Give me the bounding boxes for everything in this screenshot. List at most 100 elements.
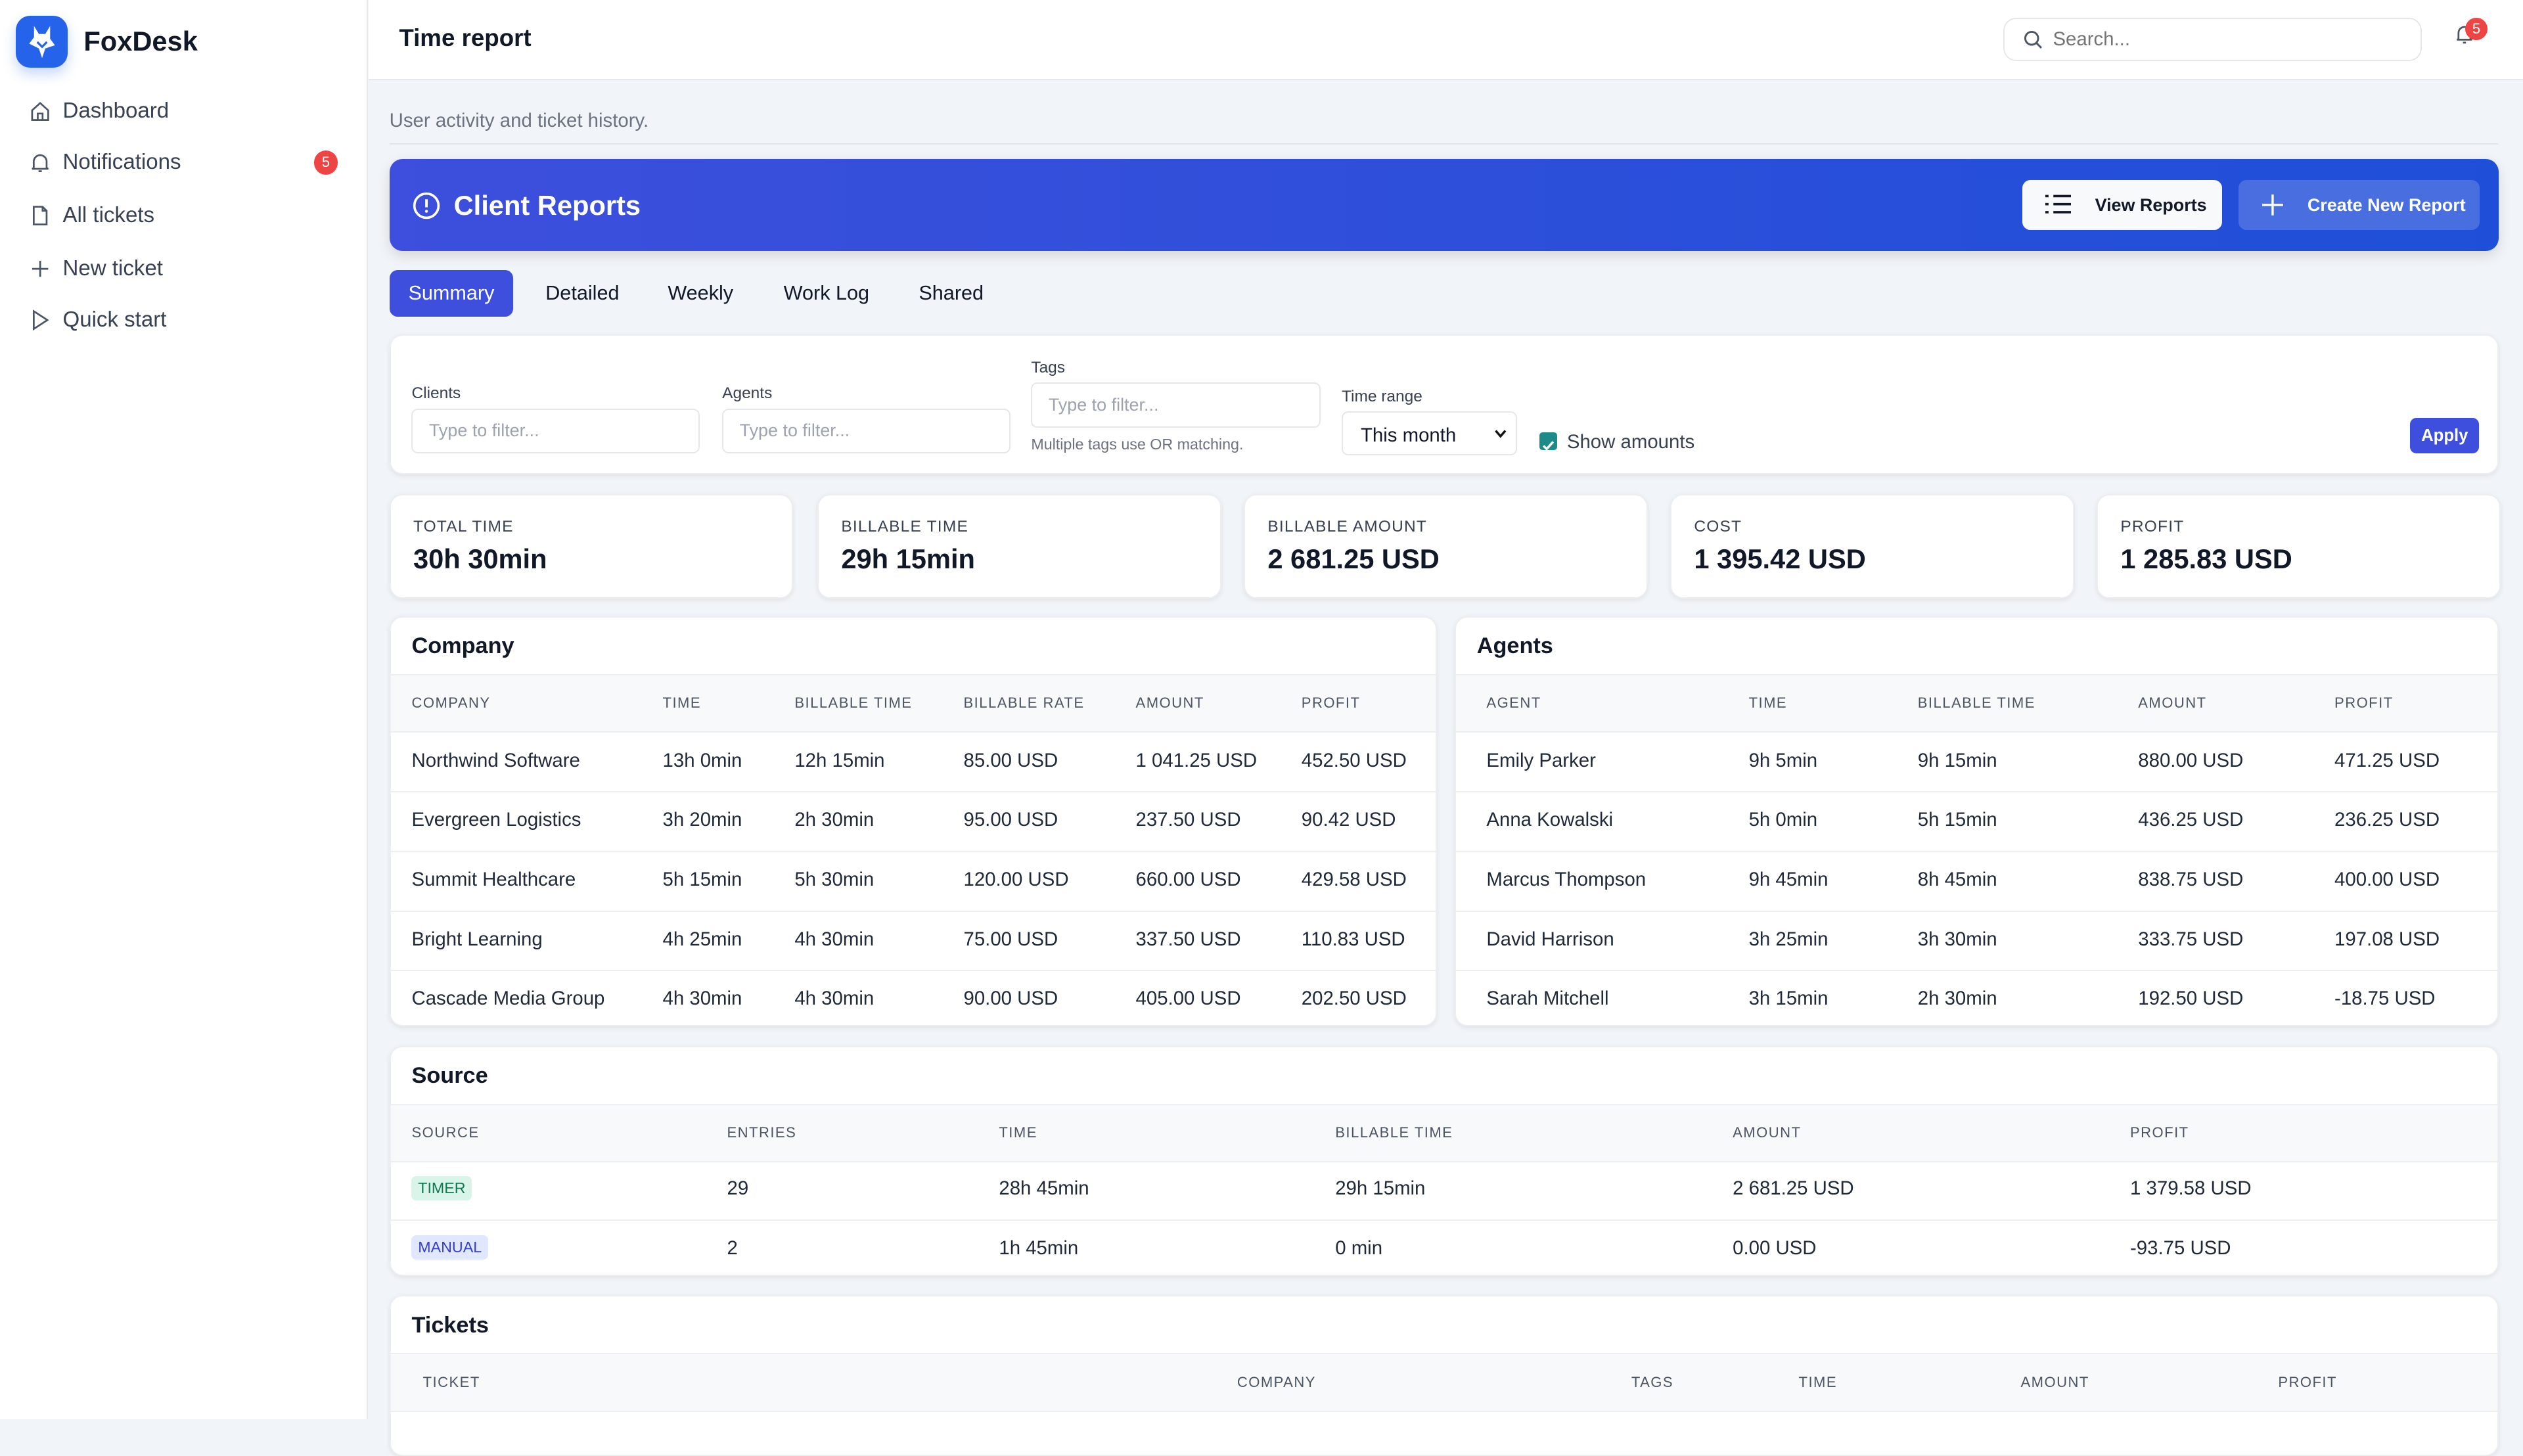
sidebar-item-dashboard[interactable]: Dashboard	[0, 87, 367, 135]
info-circle-icon	[413, 193, 440, 219]
agents-filter-input[interactable]	[722, 408, 1011, 454]
column-header[interactable]: TIME	[662, 694, 702, 712]
source-badge: MANUAL	[411, 1235, 488, 1260]
view-reports-button[interactable]: View Reports	[2022, 180, 2223, 231]
tab-summary[interactable]: Summary	[389, 270, 514, 317]
sidebar-item-notifications[interactable]: Notifications 5	[0, 139, 367, 187]
column-header[interactable]: AMOUNT	[2138, 694, 2207, 712]
column-header[interactable]: PROFIT	[2130, 1124, 2189, 1141]
view-reports-label: View Reports	[2095, 194, 2207, 215]
column-header[interactable]: BILLABLE TIME	[794, 694, 913, 712]
table-cell: 337.50 USD	[1135, 928, 1241, 950]
column-header[interactable]: COMPANY	[411, 694, 491, 712]
table-cell: 8h 45min	[1917, 868, 1997, 890]
search-box[interactable]	[2003, 17, 2422, 62]
sidebar-item-new-ticket[interactable]: New ticket	[0, 244, 367, 292]
company-table-header: COMPANY TIME BILLABLE TIME BILLABLE RATE AMO…	[390, 673, 1436, 733]
search-input[interactable]	[2049, 26, 2411, 53]
time-range-value: This month	[1360, 424, 1457, 446]
company-card: Company COMPANY TIME BILLABLE TIME BILLABLE…	[389, 616, 1437, 1027]
column-header[interactable]: COMPANY	[1237, 1373, 1316, 1390]
table-row[interactable]: David Harrison 3h 25min 3h 30min 333.75 USD…	[1455, 911, 2498, 972]
column-header[interactable]: TIME	[1748, 694, 1788, 712]
table-cell: 3h 15min	[1748, 988, 1829, 1010]
agents-card-title: Agents	[1476, 633, 1553, 659]
table-cell: 120.00 USD	[963, 868, 1069, 890]
notification-badge: 5	[313, 150, 338, 175]
table-cell: 838.75 USD	[2138, 868, 2244, 890]
column-header[interactable]: TIME	[1798, 1373, 1838, 1390]
sidebar-item-quick-start[interactable]: Quick start	[0, 296, 367, 344]
column-header[interactable]: AMOUNT	[2020, 1373, 2089, 1390]
table-cell: 1 041.25 USD	[1135, 749, 1258, 771]
table-row[interactable]: Summit Healthcare 5h 15min 5h 30min 120.00 …	[390, 851, 1436, 912]
table-row[interactable]: Sarah Mitchell 3h 15min 2h 30min 192.50 USD…	[1456, 970, 2497, 1025]
table-row[interactable]: Bright Learning 4h 25min 4h 30min 75.00 USD…	[390, 911, 1436, 972]
sidebar-item-label: Quick start	[62, 307, 167, 332]
column-header[interactable]: BILLABLE TIME	[1335, 1124, 1453, 1141]
column-header[interactable]: TICKET	[422, 1373, 480, 1390]
sidebar-item-all-tickets[interactable]: All tickets	[0, 191, 367, 239]
table-cell: 5h 0min	[1748, 809, 1818, 831]
stat-label: PROFIT	[2120, 518, 2185, 536]
table-row[interactable]: Evergreen Logistics 3h 20min 2h 30min 95.00…	[390, 791, 1436, 853]
source-badge: TIMER	[411, 1175, 472, 1200]
table-row[interactable]: Emily Parker 9h 5min 9h 15min 880.00 USD 471…	[1455, 732, 2498, 793]
play-icon	[33, 309, 49, 331]
tab-weekly[interactable]: Weekly	[668, 282, 734, 305]
page-title: Time report	[399, 24, 532, 51]
table-cell: Marcus Thompson	[1486, 868, 1647, 890]
apply-button[interactable]: Apply	[2410, 418, 2480, 454]
page-subtitle: User activity and ticket history.	[389, 109, 649, 131]
table-cell: David Harrison	[1486, 928, 1614, 950]
tickets-table-header: TICKET COMPANY TAGS TIME AMOUNT PROFIT	[390, 1353, 2498, 1412]
table-row[interactable]: MANUAL 2 1h 45min 0 min 0.00 USD -93.75 USD	[391, 1219, 2498, 1275]
stat-card: BILLABLE TIME 29h 15min	[817, 493, 1221, 599]
table-cell: 4h 30min	[794, 928, 875, 950]
table-cell: 75.00 USD	[963, 928, 1058, 950]
tab-work-log[interactable]: Work Log	[783, 282, 870, 305]
tab-shared[interactable]: Shared	[919, 282, 984, 305]
column-header[interactable]: AGENT	[1486, 694, 1541, 712]
stat-label: BILLABLE TIME	[841, 518, 968, 536]
column-header[interactable]: ENTRIES	[727, 1124, 797, 1141]
column-header[interactable]: AMOUNT	[1135, 694, 1204, 712]
agents-table-body: Emily Parker 9h 5min 9h 15min 880.00 USD 471…	[1455, 732, 2498, 1026]
column-header[interactable]: PROFIT	[1301, 694, 1361, 712]
time-range-select[interactable]: This month	[1342, 411, 1517, 455]
table-row[interactable]: Marcus Thompson 9h 45min 8h 45min 838.75 US…	[1455, 851, 2498, 912]
table-row[interactable]: TIMER 29 28h 45min 29h 15min 2 681.25 USD 1 3…	[390, 1160, 2498, 1221]
table-cell: 0.00 USD	[1733, 1237, 1817, 1259]
stat-card: COST 1 395.42 USD	[1670, 493, 2074, 599]
tab-detailed[interactable]: Detailed	[545, 282, 620, 305]
table-cell: 29	[727, 1177, 749, 1200]
table-cell: -93.75 USD	[2130, 1237, 2231, 1259]
table-cell: Evergreen Logistics	[411, 809, 581, 831]
column-header[interactable]: TAGS	[1631, 1373, 1674, 1390]
column-header[interactable]: TIME	[999, 1124, 1037, 1141]
stat-card: BILLABLE AMOUNT 2 681.25 USD	[1244, 493, 1648, 599]
column-header[interactable]: PROFIT	[2334, 694, 2394, 712]
table-cell: 4h 25min	[662, 928, 742, 950]
table-row[interactable]: Northwind Software 13h 0min 12h 15min 85.00…	[390, 732, 1436, 793]
column-header[interactable]: SOURCE	[411, 1124, 480, 1141]
agents-card: Agents AGENT TIME BILLABLE TIME AMOUNT PROFI…	[1454, 616, 2499, 1027]
table-cell: 3h 30min	[1917, 928, 1997, 950]
table-cell: 1 379.58 USD	[2130, 1177, 2252, 1200]
column-header[interactable]: AMOUNT	[1733, 1124, 1802, 1141]
create-new-report-button[interactable]: Create New Report	[2238, 180, 2480, 231]
plus-icon	[32, 260, 49, 277]
column-header[interactable]: BILLABLE TIME	[1917, 694, 2035, 712]
show-amounts-checkbox[interactable]	[1539, 432, 1558, 451]
table-row[interactable]: Cascade Media Group 4h 30min 4h 30min 90.00…	[391, 970, 1436, 1025]
clients-filter-input[interactable]	[411, 408, 700, 454]
agents-table-header: AGENT TIME BILLABLE TIME AMOUNT PROFIT	[1455, 673, 2498, 733]
client-reports-banner: Client Reports View Reports Create New R…	[389, 159, 2499, 252]
tags-filter-input[interactable]	[1031, 382, 1321, 428]
table-cell: Summit Healthcare	[411, 868, 576, 890]
column-header[interactable]: BILLABLE RATE	[963, 694, 1085, 712]
foxdesk-logo-icon[interactable]	[16, 16, 68, 68]
source-card: Source SOURCE ENTRIES TIME BILLABLE TIME AMO…	[389, 1045, 2499, 1277]
column-header[interactable]: PROFIT	[2278, 1373, 2337, 1390]
table-row[interactable]: Anna Kowalski 5h 0min 5h 15min 436.25 USD 23…	[1455, 791, 2498, 853]
